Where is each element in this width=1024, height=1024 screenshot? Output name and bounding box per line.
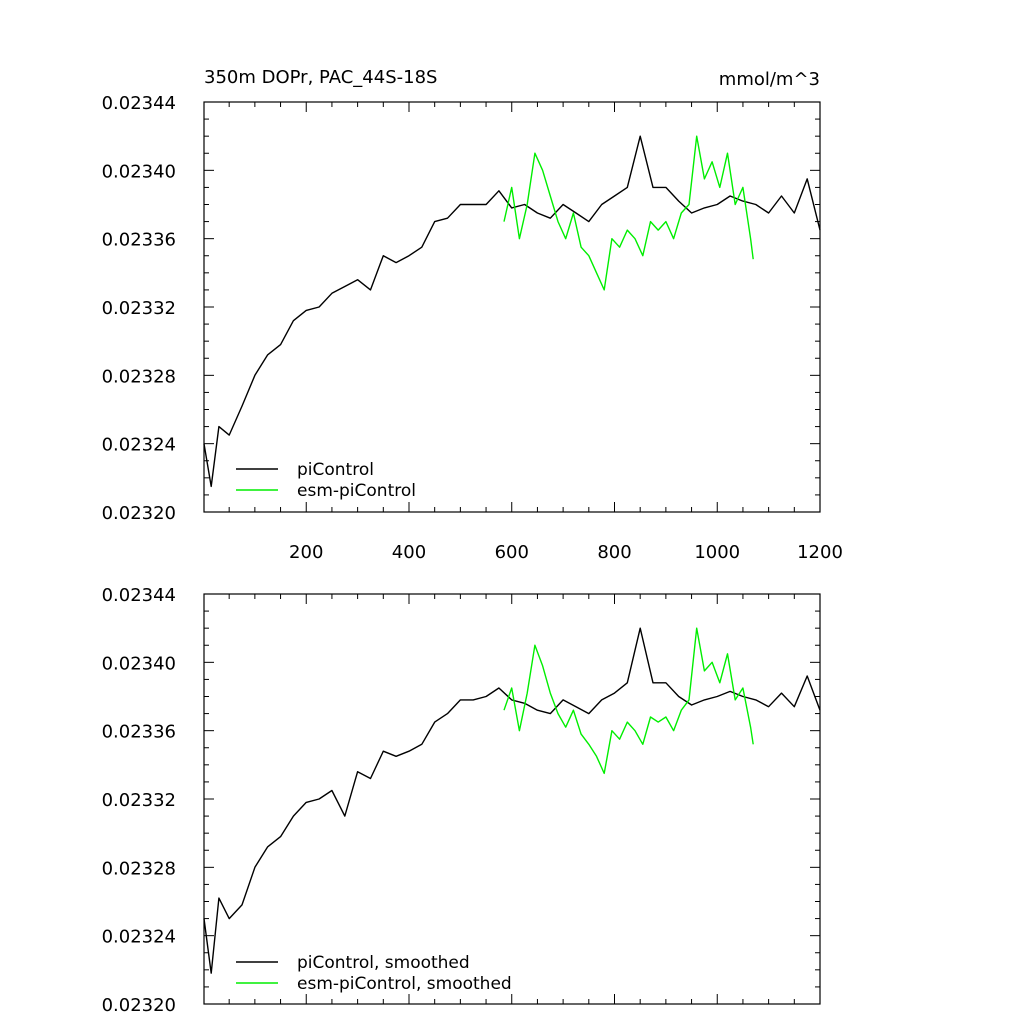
y-tick-label: 0.02344 [102, 585, 176, 606]
y-tick-label: 0.02328 [102, 366, 176, 387]
raw-plot-frame [203, 101, 821, 513]
legend-label-esm-picontrol-smoothed: esm-piControl, smoothed [297, 974, 512, 994]
legend-label-picontrol-smoothed: piControl, smoothed [297, 953, 470, 973]
units-label: mmol/m^3 [719, 69, 820, 90]
legend-label-picontrol: piControl [297, 460, 374, 480]
series-line-picontrol [203, 135, 821, 488]
smoothed-series-group [203, 627, 821, 974]
y-tick-label: 0.02328 [102, 858, 176, 879]
smoothed-legend: piControl, smoothed esm-piControl, smoot… [236, 953, 512, 994]
y-tick-label: 0.02324 [102, 927, 176, 948]
x-tick-label: 800 [597, 542, 631, 563]
y-tick-label: 0.02340 [102, 653, 176, 674]
x-tick-label: 200 [289, 542, 323, 563]
y-tick-label: 0.02340 [102, 161, 176, 182]
smoothed-panel: 0.02320 0.02324 0.02328 0.02332 0.02336 0.023… [102, 585, 821, 1016]
raw-series-group [203, 135, 821, 488]
raw-legend: piControl esm-piControl [236, 460, 416, 501]
y-tick-label: 0.02344 [102, 93, 176, 114]
y-tick-label: 0.02320 [102, 995, 176, 1016]
series-line-esm-picontrol-smoothed [503, 627, 754, 775]
raw-panel: 0.02320 0.02324 0.02328 0.02332 0.02336 0.023… [102, 93, 843, 563]
x-tick-label: 600 [495, 542, 529, 563]
x-tick-label: 1000 [694, 542, 740, 563]
y-tick-label: 0.02320 [102, 503, 176, 524]
x-tick-label: 400 [392, 542, 426, 563]
y-tick-label: 0.02324 [102, 435, 176, 456]
x-tick-label: 1200 [797, 542, 843, 563]
series-line-esm-picontrol [503, 135, 754, 291]
y-tick-label: 0.02336 [102, 722, 176, 743]
raw-axis-ticks: 0.02320 0.02324 0.02328 0.02332 0.02336 0.023… [102, 93, 843, 563]
series-line-picontrol-smoothed [203, 627, 821, 974]
y-tick-label: 0.02332 [102, 790, 176, 811]
y-tick-label: 0.02332 [102, 298, 176, 319]
legend-label-esm-picontrol: esm-piControl [297, 481, 416, 501]
smoothed-axis-ticks: 0.02320 0.02324 0.02328 0.02332 0.02336 0.023… [102, 585, 821, 1016]
y-tick-label: 0.02336 [102, 230, 176, 251]
chart-title: 350m DOPr, PAC_44S-18S [204, 67, 437, 88]
